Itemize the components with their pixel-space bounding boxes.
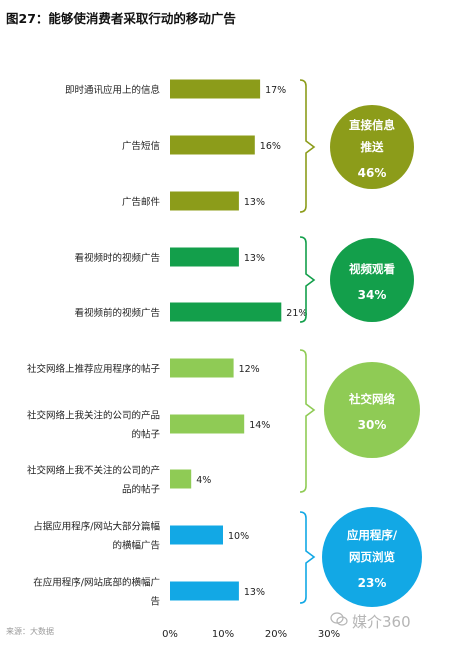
category-label: 的横幅广告 [112, 540, 160, 552]
group-bracket [299, 511, 316, 604]
category-label: 的帖子 [131, 429, 160, 441]
value-label: 13% [244, 587, 265, 598]
value-label: 12% [239, 364, 260, 375]
group-circle [322, 507, 422, 607]
value-label: 4% [196, 475, 211, 486]
category-label: 广告短信 [122, 140, 160, 152]
value-label: 14% [249, 420, 270, 431]
group-label: 社交网络 [348, 392, 395, 406]
bar [170, 135, 255, 155]
x-tick-label: 10% [212, 629, 234, 640]
bars-layer [170, 79, 282, 601]
group-circle [330, 238, 414, 322]
group-label: 推送 [361, 140, 384, 154]
category-label: 社交网络上我不关注的公司的产 [27, 465, 160, 477]
bar [170, 302, 282, 322]
group-circle [330, 105, 414, 189]
group-label: 直接信息 [349, 118, 395, 132]
group-percent: 34% [358, 288, 387, 302]
bar [170, 525, 223, 545]
x-axis: 0% 10% 20% 30% [162, 629, 340, 640]
category-label: 看视频前的视频广告 [74, 307, 160, 319]
category-label: 占据应用程序/网站大部分篇幅 [33, 521, 160, 533]
x-tick-label: 20% [265, 629, 287, 640]
group-bracket [299, 79, 316, 213]
category-label: 即时通讯应用上的信息 [65, 84, 160, 96]
bar [170, 79, 261, 99]
bar [170, 247, 239, 267]
group-label: 应用程序/ [347, 528, 398, 542]
bar [170, 358, 234, 378]
chart-title: 图27：能够使消费者采取行动的移动广告 [6, 11, 236, 26]
group-circle [324, 362, 420, 458]
value-label: 13% [244, 253, 265, 264]
category-label: 品的帖子 [122, 484, 161, 496]
bar [170, 469, 192, 489]
value-label: 17% [265, 85, 286, 96]
bar [170, 191, 239, 211]
watermark: 媒介360 [352, 613, 411, 631]
source-note: 来源：大数据 [6, 627, 54, 636]
x-tick-label: 0% [162, 629, 178, 640]
group-percent: 30% [358, 418, 387, 432]
value-label: 10% [228, 531, 249, 542]
category-label: 在应用程序/网站底部的横幅广 [33, 577, 160, 589]
group-bracket [299, 236, 316, 323]
group-bracket [299, 349, 316, 493]
bar [170, 414, 245, 434]
group-percent: 23% [358, 576, 387, 590]
group-percent: 46% [358, 166, 387, 180]
category-label: 社交网络上我关注的公司的产品 [27, 410, 160, 422]
wechat-icon [330, 612, 348, 626]
value-label: 13% [244, 197, 265, 208]
group-label: 网页浏览 [349, 550, 395, 564]
value-label: 16% [260, 141, 281, 152]
category-label: 告 [150, 596, 160, 608]
bar [170, 581, 239, 601]
category-label: 社交网络上推荐应用程序的帖子 [27, 363, 161, 375]
value-label: 21% [286, 308, 307, 319]
labels-layer: 17% 即时通讯应用上的信息 16% 广告短信 13% 广告邮件 13% 看视频时的视频广告 2… [27, 84, 307, 608]
category-label: 广告邮件 [122, 196, 161, 208]
category-label: 看视频时的视频广告 [74, 252, 160, 264]
group-label: 视频观看 [349, 262, 395, 276]
x-tick-label: 30% [318, 629, 340, 640]
